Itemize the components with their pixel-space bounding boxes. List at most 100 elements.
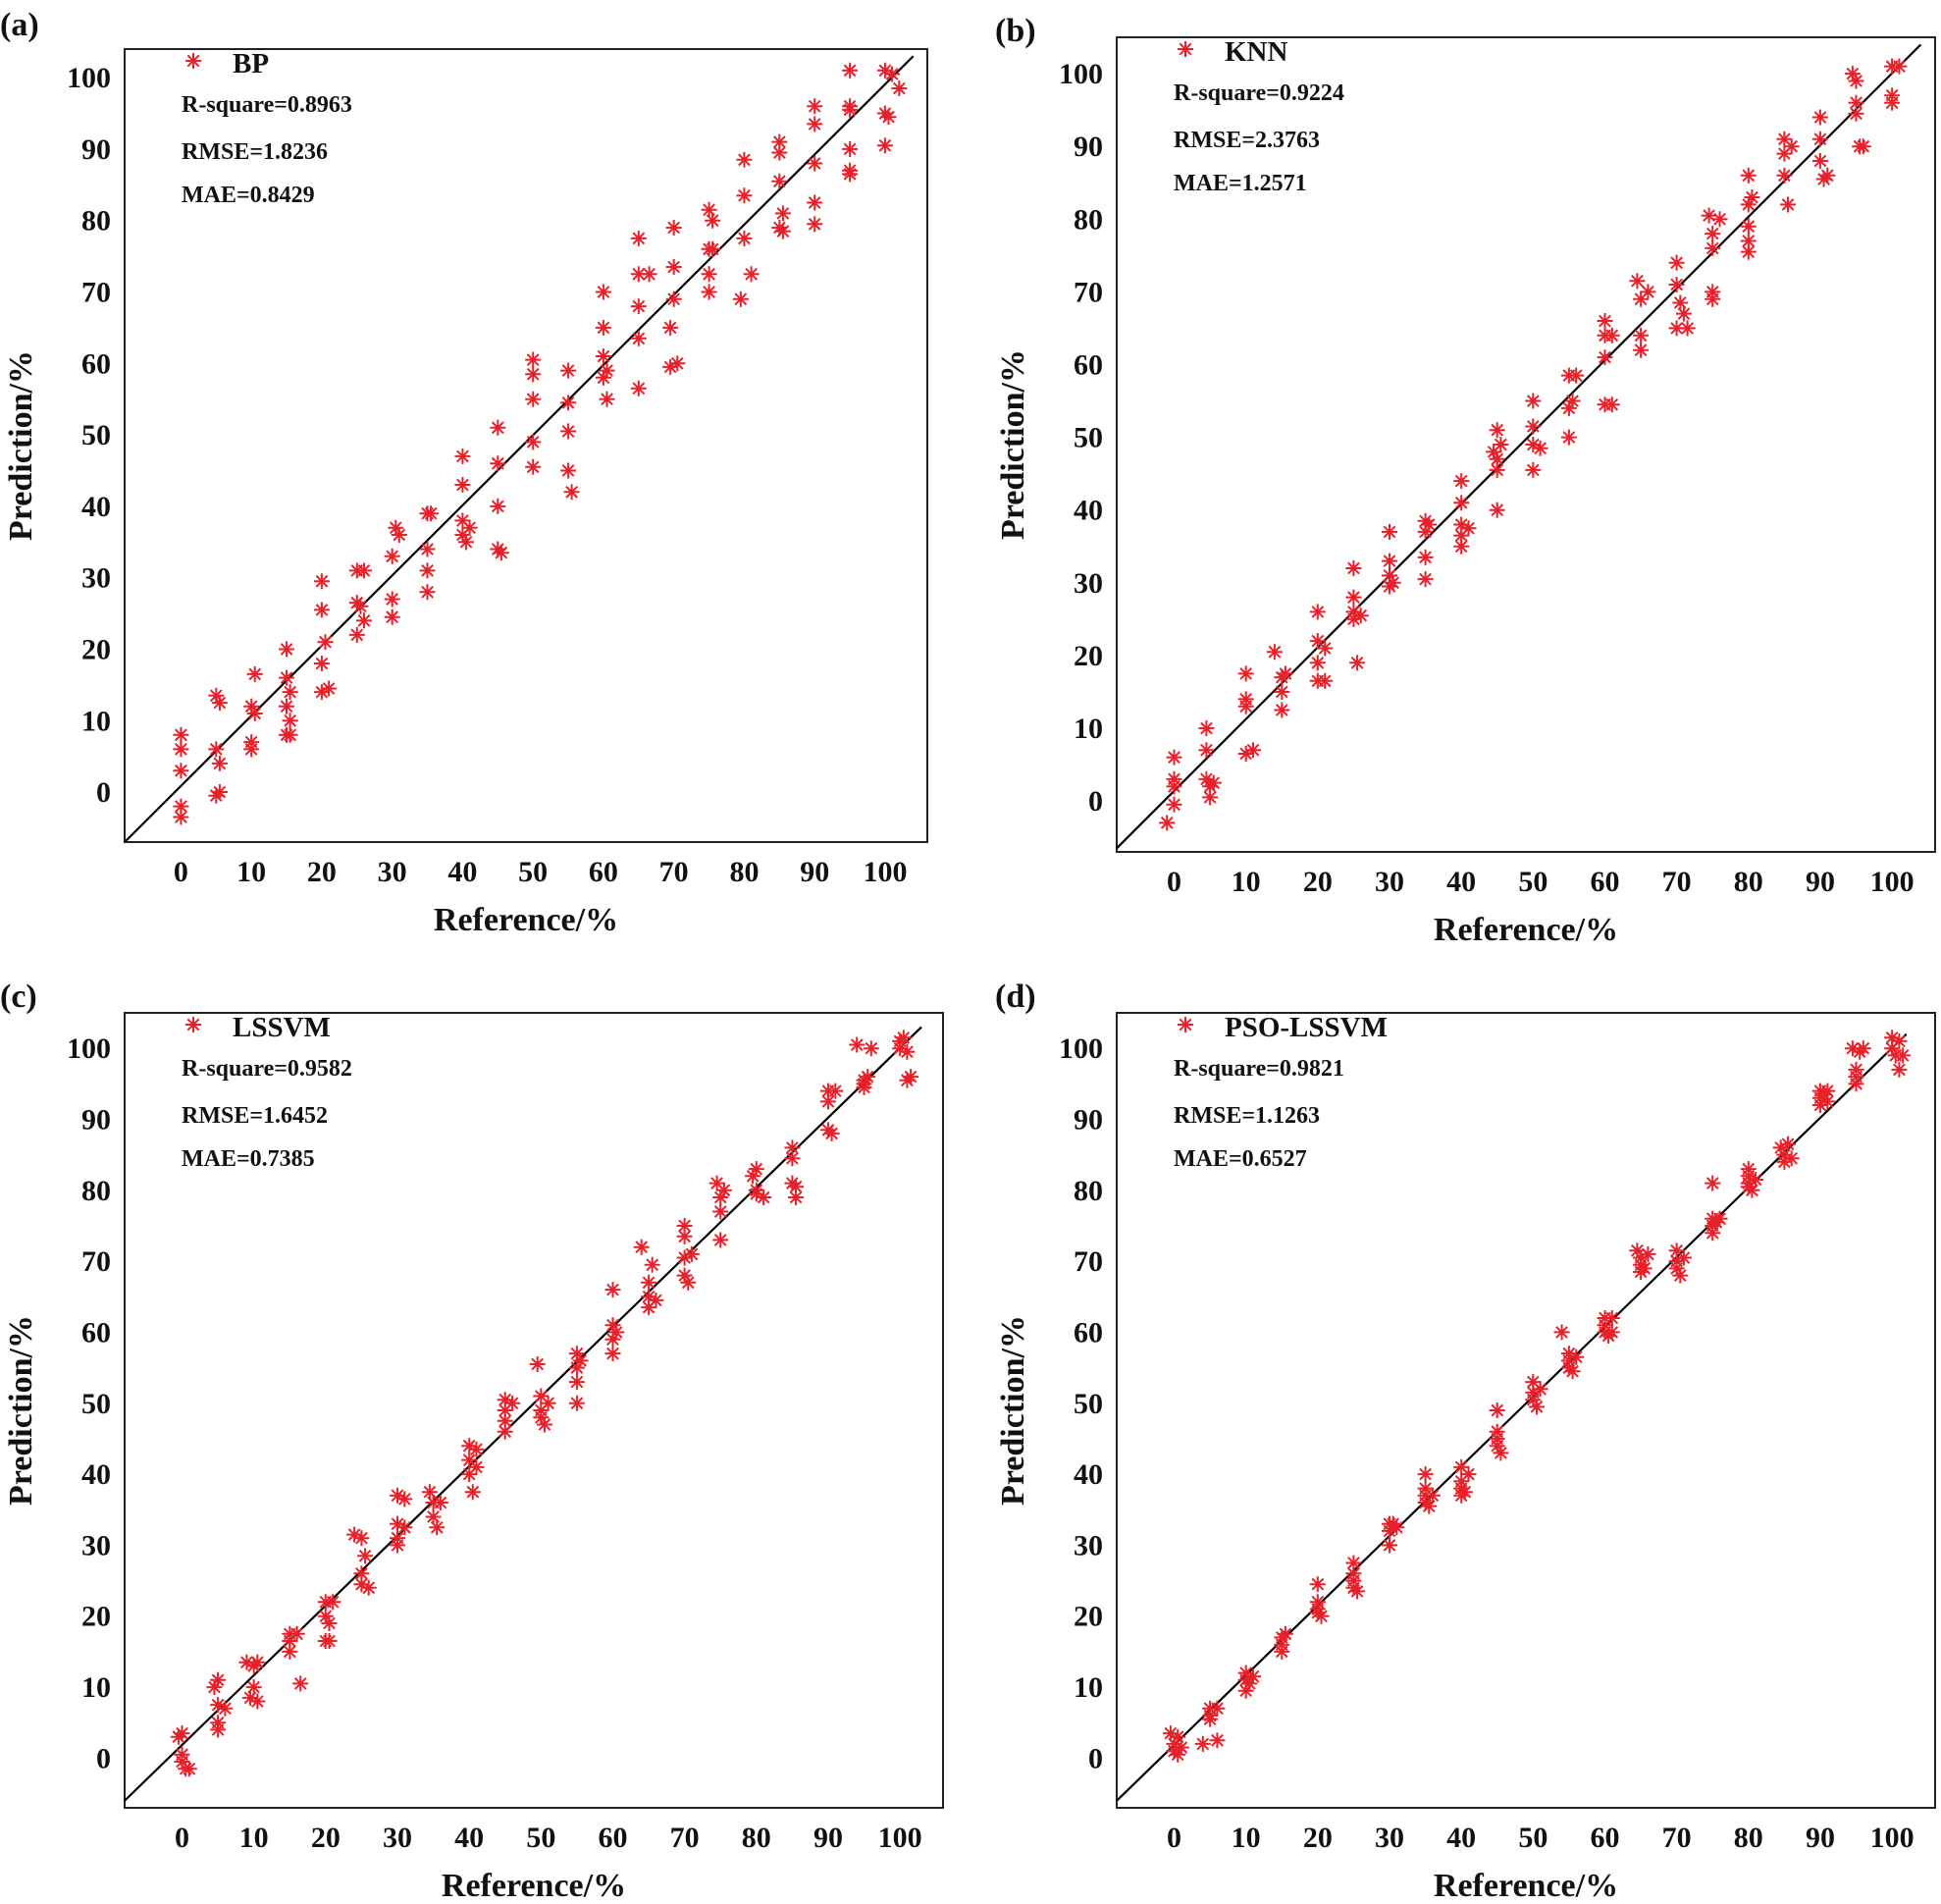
data-point [1317, 640, 1334, 657]
data-point [1848, 105, 1864, 122]
data-point [1780, 1136, 1796, 1152]
data-point [390, 1537, 405, 1554]
data-point [641, 1274, 657, 1291]
y-tick-label: 30 [1074, 1529, 1103, 1561]
data-point [317, 634, 334, 651]
data-point [604, 1346, 621, 1362]
y-tick-label: 90 [1074, 1103, 1103, 1136]
data-point [823, 1125, 840, 1141]
r-square-stat: R-square=0.8963 [182, 92, 352, 118]
data-point [1553, 1324, 1570, 1341]
data-point [676, 1228, 693, 1244]
data-point [807, 116, 823, 132]
data-point [662, 319, 679, 336]
x-tick-label: 80 [1734, 866, 1763, 898]
y-tick-label: 20 [1074, 1601, 1103, 1633]
data-point [174, 1754, 190, 1770]
data-point [490, 498, 506, 514]
data-point [1819, 1093, 1836, 1110]
data-point [1603, 1324, 1620, 1341]
x-tick-label: 90 [1806, 866, 1835, 898]
data-point [1352, 608, 1369, 624]
data-point [356, 562, 372, 579]
panel-1: (a) 0 10 20 30 40 50 60 70 80 90 100 0 10 20 30 40 50 60 70… [0, 7, 928, 938]
data-point [1672, 1267, 1689, 1284]
x-tick-label: 40 [454, 1822, 484, 1854]
data-point [525, 391, 542, 407]
data-point [1202, 789, 1219, 806]
data-point [743, 266, 760, 283]
data-point [1194, 1735, 1211, 1752]
data-point [1597, 349, 1613, 366]
data-point [1740, 196, 1757, 213]
data-point [1811, 153, 1828, 169]
data-point [1740, 218, 1757, 235]
data-point [1895, 1047, 1912, 1064]
data-point [884, 66, 901, 82]
data-point [819, 1093, 836, 1110]
data-point [1274, 684, 1290, 700]
data-point [1424, 1487, 1441, 1504]
y-tick-label: 60 [81, 347, 111, 380]
data-point [774, 205, 791, 222]
data-point [321, 680, 338, 697]
data-point [525, 351, 542, 368]
data-point [1532, 440, 1548, 456]
mae-stat: MAE=0.7385 [182, 1146, 315, 1172]
data-point [1568, 367, 1585, 384]
data-point [1640, 1245, 1656, 1262]
data-point [1740, 243, 1757, 260]
y-tick-label: 50 [81, 419, 111, 451]
data-point [774, 223, 791, 239]
x-tick-label: 10 [239, 1822, 269, 1854]
data-point [1568, 1349, 1585, 1365]
x-tick-label: 60 [589, 856, 618, 888]
data-point [1603, 397, 1620, 413]
data-point [353, 1530, 370, 1547]
data-point [563, 484, 580, 501]
x-tick-label: 0 [1167, 1822, 1181, 1854]
data-point [458, 534, 474, 551]
data-point [525, 434, 542, 450]
data-point [1205, 774, 1222, 791]
y-axis-title: Prediction/% [3, 350, 39, 541]
y-tick-label: 40 [81, 491, 111, 523]
data-point [712, 1203, 729, 1220]
data-point [1460, 1466, 1477, 1483]
data-point [736, 230, 753, 246]
data-point [630, 380, 647, 397]
x-tick-label: 10 [1232, 1822, 1261, 1854]
data-point [1489, 1402, 1505, 1418]
data-point [396, 1519, 413, 1536]
data-point [173, 741, 189, 758]
data-point [683, 1245, 700, 1262]
data-point [246, 706, 263, 721]
fit-line [1116, 43, 1922, 850]
data-point [1417, 1466, 1434, 1483]
data-point [1811, 109, 1828, 126]
x-tick-label: 0 [175, 1822, 189, 1854]
data-point [1460, 520, 1477, 537]
data-point [1891, 1032, 1908, 1049]
data-point [1668, 277, 1685, 292]
y-tick-label: 50 [1074, 422, 1103, 454]
x-axis-title: Reference/% [434, 902, 618, 938]
x-tick-label: 30 [1375, 1822, 1404, 1854]
data-point [1744, 1182, 1760, 1198]
data-point [560, 462, 577, 479]
data-point [461, 1438, 478, 1454]
data-point [249, 1654, 266, 1670]
data-point [217, 1700, 234, 1717]
data-point [1848, 73, 1864, 89]
x-tick-label: 90 [800, 856, 829, 888]
data-point [604, 1331, 621, 1348]
data-point [325, 1594, 341, 1611]
data-point [736, 151, 753, 168]
data-point [568, 1395, 585, 1411]
data-point [665, 291, 682, 307]
data-point [490, 455, 506, 472]
data-point [173, 726, 189, 743]
data-point [669, 355, 686, 372]
rmse-stat: RMSE=2.3763 [1174, 128, 1320, 153]
data-point [321, 1633, 338, 1649]
